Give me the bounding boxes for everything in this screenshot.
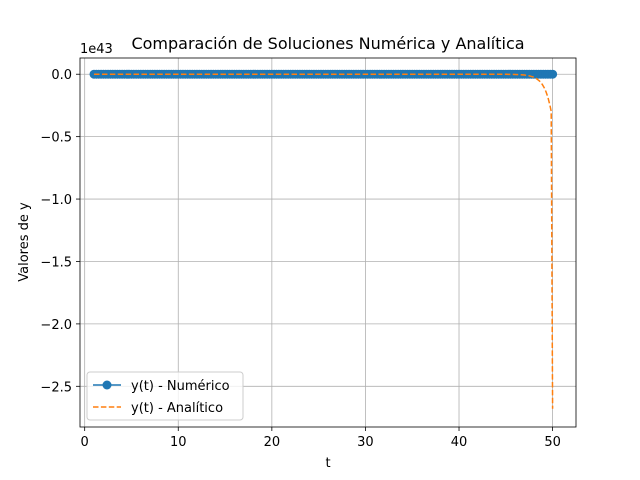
y-tick-label: 0.0 [51, 68, 72, 83]
x-tick-label: 40 [451, 435, 468, 450]
legend-label-analitico: y(t) - Analítico [131, 401, 223, 416]
plot-background [80, 58, 576, 427]
x-tick-label: 0 [81, 435, 89, 450]
plot-area [80, 58, 576, 427]
y-tick-label: −0.5 [40, 131, 72, 146]
x-tick-label: 10 [170, 435, 187, 450]
series-numerico-markers [89, 69, 558, 79]
chart-title: Comparación de Soluciones Numérica y Ana… [131, 34, 524, 53]
x-axis-ticks: 0 10 20 30 40 50 [81, 427, 561, 450]
legend-label-numerico: y(t) - Numérico [131, 379, 230, 394]
axes-spines [79, 57, 577, 428]
x-tick-label: 30 [357, 435, 374, 450]
x-tick-label: 20 [264, 435, 281, 450]
y-offset-label: 1e43 [80, 42, 113, 57]
x-tick-label: 50 [544, 435, 561, 450]
legend-box [86, 371, 244, 421]
series-layer [89, 69, 558, 409]
x-axis-label: t [325, 456, 330, 471]
series-numerico-point [548, 69, 558, 79]
y-axis-label: Valores de y [17, 202, 32, 282]
series-analitico-line [94, 73, 554, 409]
y-tick-label: −2.5 [40, 380, 72, 395]
y-tick-label: −1.0 [40, 193, 72, 208]
legend-marker-numerico [102, 380, 112, 390]
y-tick-label: −2.0 [40, 318, 72, 333]
y-axis-ticks: 0.0 −0.5 −1.0 −1.5 −2.0 −2.5 [40, 68, 80, 395]
axes-frame [79, 57, 577, 428]
y-tick-label: −1.5 [40, 255, 72, 270]
legend: y(t) - Numérico y(t) - Analítico [86, 371, 244, 421]
